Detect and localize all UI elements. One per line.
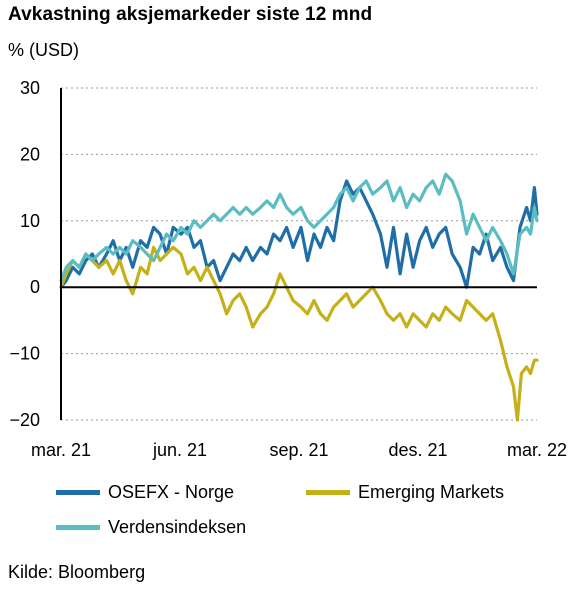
y-tick-label: −20 (9, 410, 40, 430)
y-tick-label: 10 (20, 211, 40, 231)
chart-title: Avkastning aksjemarkeder siste 12 mnd (8, 4, 373, 25)
source-note: Kilde: Bloomberg (8, 562, 146, 582)
y-tick-labels: 30 20 10 0 −10 −20 (9, 78, 40, 430)
x-tick-label: sep. 21 (269, 440, 328, 460)
series-line-emerging-markets (59, 245, 539, 422)
y-tick-label: 30 (20, 78, 40, 98)
legend-item-emerging-markets: Emerging Markets (306, 482, 504, 503)
x-tick-label: jun. 21 (152, 440, 207, 460)
x-tick-label: des. 21 (388, 440, 447, 460)
y-tick-label: −10 (9, 344, 40, 364)
legend-label-osefx: OSEFX - Norge (108, 482, 235, 502)
line-chart: 30 20 10 0 −10 −20 mar. 21 jun. 21 sep. 21 des. … (9, 78, 567, 460)
x-tick-labels: mar. 21 jun. 21 sep. 21 des. 21 mar. 22 (31, 440, 567, 460)
x-tick-label: mar. 22 (507, 440, 567, 460)
y-axis-unit-label: % (USD) (8, 40, 79, 60)
series-line-osefx-norge (59, 179, 539, 289)
series-lines (59, 172, 539, 422)
x-tick-label: mar. 21 (31, 440, 91, 460)
legend-item-osefx: OSEFX - Norge (56, 482, 234, 503)
legend-label-emerging-markets: Emerging Markets (358, 482, 505, 502)
legend-swatch-osefx (56, 490, 100, 495)
legend-label-verdensindeksen: Verdensindeksen (108, 517, 247, 537)
legend-swatch-verdensindeksen (56, 525, 100, 530)
y-tick-label: 20 (20, 144, 40, 164)
legend-item-verdensindeksen: Verdensindeksen (56, 517, 246, 538)
series-line-verdensindeksen (59, 172, 539, 283)
gridlines (61, 87, 537, 421)
legend-swatch-emerging-markets (306, 490, 350, 495)
y-tick-label: 0 (30, 277, 40, 297)
